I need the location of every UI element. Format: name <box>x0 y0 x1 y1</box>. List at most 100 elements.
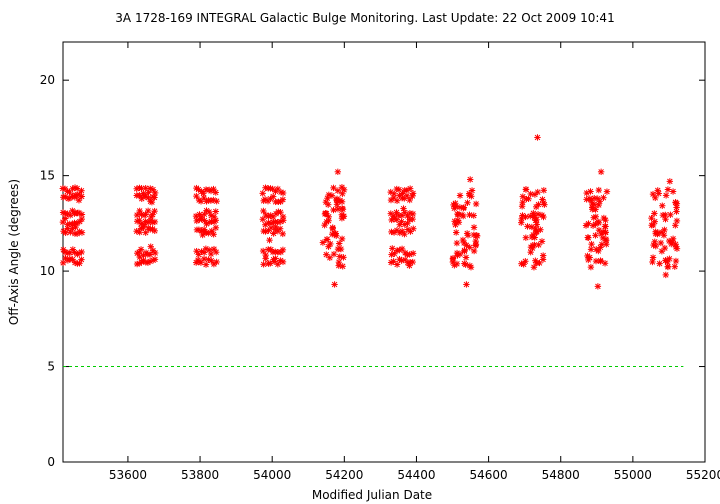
data-point <box>151 249 159 257</box>
data-point <box>534 211 542 218</box>
data-point <box>322 209 329 217</box>
data-point <box>589 206 596 213</box>
data-point <box>520 261 527 268</box>
data-point <box>213 258 220 266</box>
data-point <box>64 221 71 228</box>
data-point <box>599 234 607 242</box>
data-points <box>59 134 681 290</box>
data-point <box>669 188 677 195</box>
data-point <box>339 190 346 197</box>
data-point <box>452 203 459 210</box>
data-point <box>259 216 266 223</box>
data-point <box>319 239 327 246</box>
data-point <box>527 190 534 198</box>
data-point <box>144 207 152 215</box>
data-point <box>391 250 398 257</box>
data-point <box>340 254 347 261</box>
data-point <box>277 209 284 216</box>
data-point <box>662 211 669 219</box>
data-point <box>201 228 209 235</box>
data-point <box>455 211 462 218</box>
data-point <box>279 246 287 254</box>
data-point <box>147 243 154 250</box>
data-point <box>260 261 267 268</box>
data-point <box>71 209 79 216</box>
data-point <box>266 236 273 244</box>
data-point <box>525 195 532 202</box>
data-point <box>601 223 609 230</box>
y-axis-ticks: 0 5 10 15 20 <box>40 73 705 469</box>
data-point <box>590 214 597 221</box>
data-point <box>587 263 595 271</box>
data-point <box>149 186 157 193</box>
data-point <box>262 251 269 259</box>
data-point <box>205 219 213 226</box>
data-point <box>401 230 408 238</box>
data-point <box>325 217 332 224</box>
data-point <box>72 223 79 231</box>
data-point <box>279 230 286 238</box>
data-point <box>672 257 680 265</box>
data-point <box>260 207 267 215</box>
data-point <box>537 226 544 233</box>
data-point <box>193 192 200 200</box>
data-point <box>210 185 217 193</box>
data-point <box>662 271 669 279</box>
data-point <box>212 248 220 256</box>
data-point <box>202 261 210 268</box>
data-point <box>151 207 158 215</box>
data-point <box>333 201 341 208</box>
data-point <box>454 216 461 224</box>
data-point <box>459 236 467 244</box>
x-tick-label: 55000 <box>614 468 652 482</box>
data-point <box>472 241 480 248</box>
data-point <box>393 261 401 268</box>
data-point <box>328 192 336 199</box>
data-point <box>532 203 540 211</box>
data-point <box>592 220 599 228</box>
data-point <box>78 256 85 263</box>
data-point <box>538 238 546 245</box>
data-point <box>667 211 674 219</box>
data-point <box>274 261 282 268</box>
data-point <box>594 195 601 202</box>
data-point <box>329 224 336 231</box>
data-point <box>524 223 531 230</box>
data-point <box>212 208 219 215</box>
data-point <box>151 256 159 263</box>
data-point <box>409 190 417 197</box>
data-point <box>331 281 338 288</box>
data-point <box>453 249 461 257</box>
data-point <box>200 255 208 263</box>
data-point <box>151 189 159 197</box>
data-point <box>452 221 459 228</box>
data-point <box>534 188 541 196</box>
data-point <box>78 248 85 256</box>
data-point <box>464 232 472 239</box>
data-point <box>522 234 530 241</box>
data-point <box>649 190 657 198</box>
y-tick-label: 0 <box>47 455 55 469</box>
data-point <box>672 199 679 206</box>
data-point <box>151 218 159 226</box>
x-tick-label: 53600 <box>109 468 147 482</box>
data-point <box>519 199 526 206</box>
data-point <box>151 194 158 201</box>
data-point <box>530 210 537 217</box>
data-point <box>330 250 338 258</box>
data-point <box>148 198 156 206</box>
data-point <box>338 205 346 212</box>
data-point <box>530 231 537 239</box>
data-point <box>213 197 220 205</box>
x-tick-label: 53800 <box>181 468 219 482</box>
data-point <box>393 197 401 204</box>
data-point <box>595 226 603 234</box>
data-point <box>651 238 658 245</box>
data-point <box>588 240 595 248</box>
data-point <box>466 190 473 197</box>
data-point <box>72 191 79 199</box>
data-point <box>399 190 406 197</box>
data-point <box>601 260 609 267</box>
data-point <box>467 176 474 183</box>
data-point <box>321 221 328 229</box>
